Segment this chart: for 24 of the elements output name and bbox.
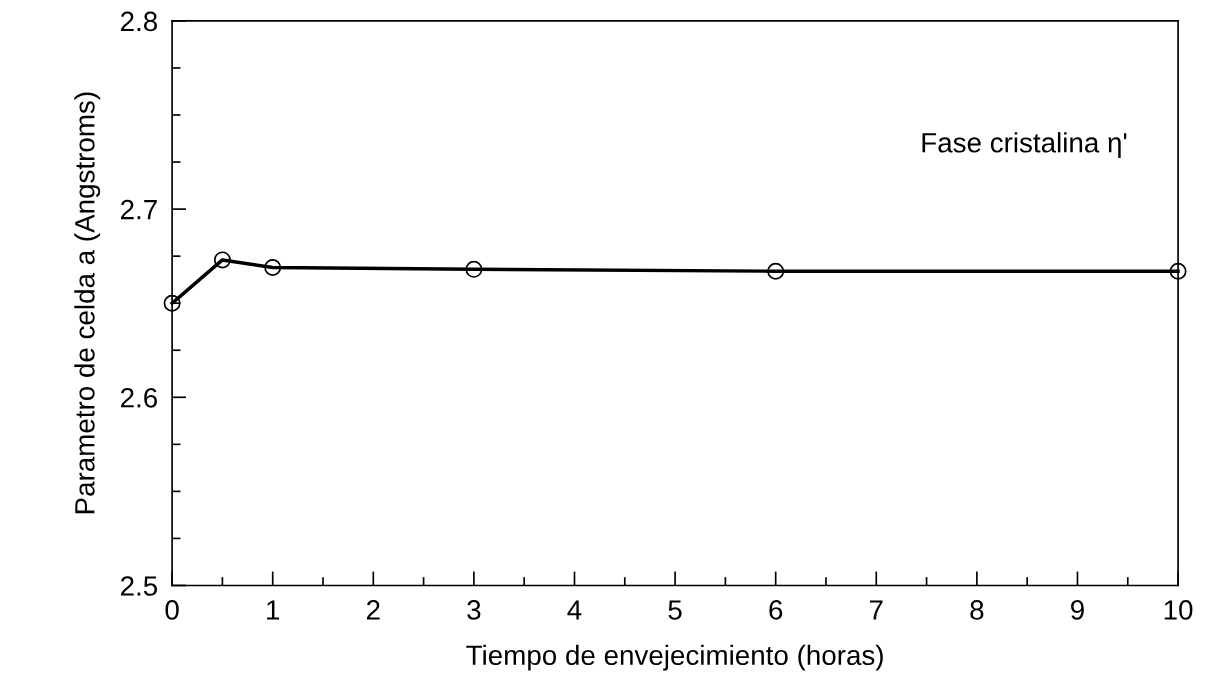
y-tick-label: 2.5 (121, 576, 158, 596)
point (1169, 262, 1187, 280)
x-tick-label: 8 (970, 600, 984, 620)
point (465, 260, 483, 278)
y-tick-label: 2.8 (121, 11, 158, 32)
y-axis-title: Parametro de celda a (Angstroms) (74, 92, 101, 514)
x-tick-label: 9 (1071, 600, 1084, 620)
x-tick-label: 4 (567, 600, 582, 620)
x-tick-label: 6 (769, 600, 783, 620)
x-tick-label: 3 (467, 600, 481, 620)
point (213, 251, 231, 269)
x-tick-label: 7 (869, 600, 883, 620)
x-tick-label: 5 (668, 600, 682, 620)
x-tick-label: 10 (1164, 600, 1193, 620)
point (767, 262, 785, 280)
annotation: Fase cristalina η' (922, 132, 1127, 159)
x-tick-label: 0 (165, 600, 179, 620)
x-axis-title: Tiempo de envejecimiento (horas) (466, 644, 883, 671)
point (163, 294, 181, 312)
x-tick-label: 2 (366, 600, 380, 620)
y-tick-label: 2.6 (121, 387, 157, 408)
y-tick-label: 2.7 (121, 199, 157, 220)
x-tick-label: 1 (267, 600, 280, 620)
point (264, 258, 282, 276)
